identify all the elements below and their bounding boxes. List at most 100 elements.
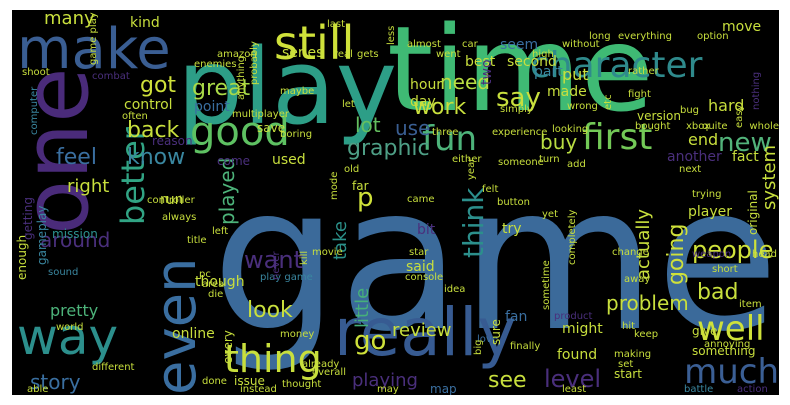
word-big: big — [473, 339, 484, 355]
word-always: always — [162, 212, 197, 223]
word-used: used — [272, 152, 306, 168]
word-without: without — [562, 39, 600, 50]
word-multiplayer: multiplayer — [232, 109, 289, 120]
word-idea: idea — [444, 284, 466, 295]
word-run: run — [160, 192, 184, 208]
word-completely: completely — [567, 209, 578, 265]
word-gets: gets — [357, 49, 379, 60]
word-found: found — [557, 347, 598, 363]
word-left: left — [212, 226, 229, 237]
word-p: p — [357, 183, 374, 213]
word-high: high — [532, 49, 554, 60]
word-rather: rather — [628, 66, 659, 77]
word-star: star — [409, 247, 429, 258]
word-got: got — [140, 73, 177, 98]
word-though: though — [195, 274, 245, 290]
word-boring: boring — [280, 129, 313, 140]
word-far: far — [352, 179, 369, 193]
word-different: different — [92, 362, 135, 373]
word-old: old — [344, 164, 360, 175]
word-kill: kill — [299, 250, 310, 265]
word-point: point — [194, 99, 230, 115]
word-fact: fact — [732, 149, 759, 165]
word-item: item — [739, 299, 762, 310]
word-good: good — [190, 109, 290, 155]
word-well: well — [697, 309, 765, 349]
word-game: game — [211, 143, 779, 376]
word-buy: buy — [540, 130, 578, 154]
word-system: system — [759, 144, 779, 210]
word-come: come — [217, 154, 251, 168]
word-came: came — [407, 194, 435, 205]
word-seem: seem — [500, 37, 539, 53]
word-either: either — [452, 154, 482, 165]
word-say: say — [496, 83, 541, 113]
word-often: often — [122, 111, 148, 122]
word-three: three — [432, 127, 459, 138]
word-maybe: maybe — [280, 86, 315, 97]
word-try: try — [502, 221, 522, 237]
word-review: review — [392, 320, 452, 341]
word-keep: keep — [634, 329, 659, 340]
word-product: product — [554, 311, 593, 322]
word-love: love — [477, 334, 498, 345]
word-done: done — [202, 376, 227, 387]
word-best: best — [465, 54, 496, 70]
word-kind: kind — [130, 15, 160, 31]
word-put: put — [562, 65, 589, 84]
word-day: day — [410, 94, 436, 110]
word-original: original — [746, 190, 760, 235]
word-still: still — [274, 16, 355, 70]
word-turn: turn — [539, 154, 560, 165]
word-bug: bug — [680, 105, 700, 116]
word-button: button — [497, 197, 530, 208]
word-trying: trying — [692, 189, 722, 200]
word-action: action — [737, 384, 768, 395]
word-gameplay: gameplay — [35, 205, 49, 265]
word-know: know — [127, 145, 186, 170]
word-overall: overall — [312, 367, 346, 378]
word-way: way — [17, 308, 119, 366]
word-quite: quite — [702, 121, 728, 132]
word-next: next — [679, 164, 702, 175]
word-car: car — [462, 39, 478, 50]
word-able: able — [27, 384, 49, 395]
word-map: map — [430, 382, 457, 395]
word-hour: hour — [410, 77, 443, 93]
word-many: many — [44, 10, 95, 29]
word-yet: yet — [542, 209, 558, 220]
word-computer: computer — [29, 86, 40, 135]
word-title: title — [187, 235, 207, 246]
word-real: real — [334, 49, 353, 60]
word-back: back — [127, 118, 180, 143]
word-think: think — [457, 187, 490, 258]
word-move: move — [722, 19, 762, 35]
word-battle: battle — [684, 384, 714, 395]
word-online: online — [172, 326, 215, 342]
word-problem: problem — [606, 291, 689, 315]
word-save: save — [257, 121, 286, 135]
word-issue: issue — [234, 374, 265, 388]
word-year: year — [466, 157, 477, 180]
word-game-play: game play — [88, 12, 99, 65]
word-xbox: xbox — [686, 121, 710, 132]
word-movie: movie — [312, 247, 343, 258]
word-head: head — [752, 249, 777, 260]
word-finally: finally — [510, 341, 541, 352]
word-cloud: game time play one make still character … — [12, 10, 779, 395]
word-feel: feel — [56, 145, 97, 170]
word-fan: fan — [505, 309, 528, 325]
word-version: version — [637, 109, 681, 123]
word-character: character — [530, 45, 703, 86]
word-anything: anything — [236, 55, 247, 100]
word-first: first — [582, 117, 653, 158]
word-going: going — [664, 223, 689, 285]
word-around: around — [40, 228, 111, 252]
word-short: short — [712, 264, 738, 275]
word-went: went — [436, 49, 461, 60]
word-pretty: pretty — [50, 301, 99, 320]
word-people: people — [692, 236, 774, 264]
word-playing: playing — [352, 370, 418, 391]
word-much: much — [684, 352, 779, 392]
word-add: add — [567, 159, 586, 170]
